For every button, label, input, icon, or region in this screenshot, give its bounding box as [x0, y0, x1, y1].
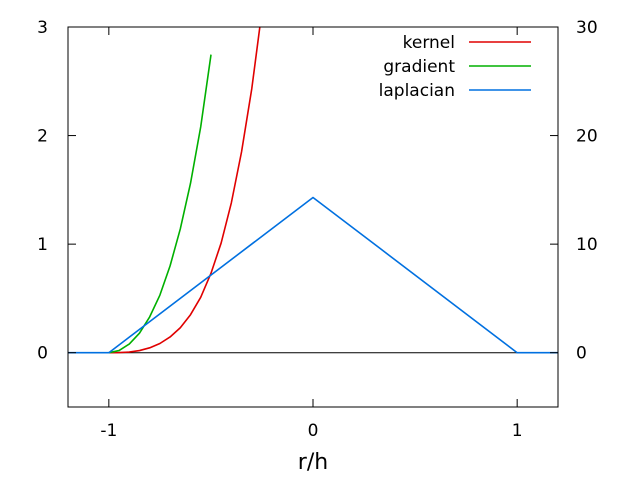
legend-label-laplacian: laplacian	[379, 81, 455, 101]
y2-tick-label: 30	[576, 18, 598, 38]
x-axis-label: r/h	[298, 450, 328, 475]
y-tick-label: 1	[37, 235, 48, 255]
y-tick-label: 3	[37, 18, 48, 38]
y2-tick-label: 10	[576, 235, 598, 255]
legend-label-kernel: kernel	[403, 33, 455, 53]
legend-label-gradient: gradient	[383, 57, 455, 77]
series-line-kernel	[108, 27, 261, 354]
y2-tick-label: 20	[576, 127, 598, 147]
y-tick-label: 0	[37, 344, 48, 364]
x-tick-label: -1	[100, 421, 117, 441]
legend: kernel gradient laplacian	[379, 33, 531, 101]
y-tick-label: 2	[37, 127, 48, 147]
x-tick-label: 1	[512, 421, 523, 441]
series-line-laplacian	[68, 196, 558, 354]
y2-tick-label: 0	[576, 344, 587, 364]
x-tick-label: 0	[308, 421, 319, 441]
series-line-gradient	[108, 54, 212, 354]
series-layer	[68, 27, 558, 354]
